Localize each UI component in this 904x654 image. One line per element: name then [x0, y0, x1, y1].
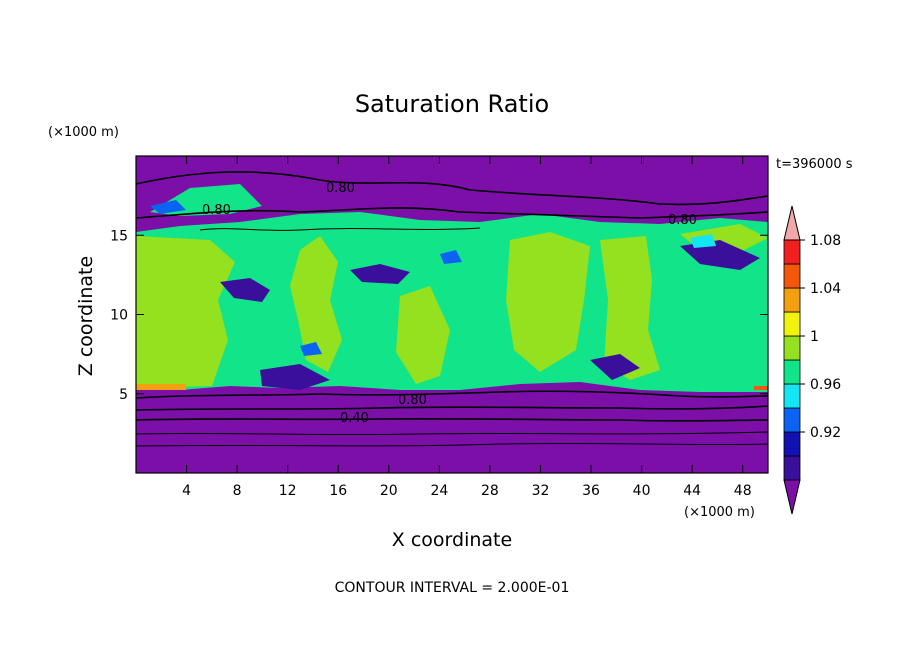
region-edge-high-right	[754, 386, 768, 390]
x-tick-label: 4	[182, 483, 191, 499]
colorbar-segment	[783, 383, 801, 409]
region-left-super	[136, 236, 235, 388]
colorbar-label: 1.08	[810, 233, 841, 249]
y-tick-label: 5	[119, 387, 128, 403]
region-upper-moist-band	[136, 212, 768, 392]
colorbar-label: 1	[810, 329, 819, 345]
colorbar-segment	[783, 455, 801, 481]
x-tick-label: 24	[430, 483, 448, 499]
contour-label: 0.80	[398, 393, 427, 408]
region-blue-patch-a	[150, 200, 186, 214]
x-tick-label: 12	[279, 483, 297, 499]
region-cyan-patch	[690, 234, 716, 248]
colorbar-label: 0.92	[810, 425, 841, 441]
x-tick-label: 28	[481, 483, 499, 499]
colorbar-segment	[783, 335, 801, 361]
contour-label: 0.80	[326, 181, 355, 196]
y-tick-label: 10	[110, 308, 128, 324]
region-mid-deficit-c	[590, 354, 640, 380]
heatmap-area	[136, 156, 768, 473]
contour-label: 0.40	[340, 411, 369, 426]
colorbar-segment	[783, 407, 801, 433]
colorbar-segment	[783, 359, 801, 385]
x-tick-label: 8	[233, 483, 242, 499]
y-axis-label: Z coordinate	[75, 256, 97, 376]
x-axis-label: X coordinate	[392, 529, 512, 551]
region-blue-patch-b	[300, 342, 322, 356]
colorbar-segment	[783, 239, 801, 265]
contour-labels: 0.80 0.80 0.80 0.80 0.40	[202, 181, 697, 426]
x-tick-label: 32	[532, 483, 550, 499]
region-center-super-c	[506, 232, 590, 372]
contour-label: 0.80	[202, 203, 231, 218]
x-tick-label: 36	[582, 483, 600, 499]
colorbar-labels: 0.92 0.96 1 1.04 1.08	[800, 233, 841, 441]
x-tick-label: 20	[380, 483, 398, 499]
region-right-deficit	[680, 240, 760, 270]
time-label: t=396000 s	[776, 157, 853, 172]
colorbar-high-arrow	[783, 205, 801, 241]
x-unit-label: (×1000 m)	[684, 505, 755, 520]
x-tick-label: 48	[734, 483, 752, 499]
region-blue-patch-c	[440, 250, 462, 264]
y-axis-ticks: 5 10 15	[110, 228, 768, 403]
region-mid-deficit-b	[260, 364, 330, 390]
region-right-super	[600, 236, 660, 380]
colorbar	[783, 205, 801, 515]
colorbar-segment	[783, 311, 801, 337]
x-tick-label: 40	[633, 483, 651, 499]
colorbar-segment	[783, 287, 801, 313]
colorbar-segment	[783, 431, 801, 457]
x-axis-ticks: 4 8 12 16 20 24 28 32 36 40 44 48	[182, 156, 752, 499]
y-tick-label: 15	[110, 228, 128, 244]
colorbar-segment	[783, 263, 801, 289]
colorbar-label: 1.04	[810, 281, 841, 297]
region-center-super-b	[396, 286, 450, 384]
contour-lines	[136, 171, 768, 447]
contour-interval-note: CONTOUR INTERVAL = 2.000E-01	[335, 580, 570, 596]
x-tick-label: 16	[329, 483, 347, 499]
region-edge-high-left	[136, 384, 186, 390]
colorbar-low-arrow	[783, 479, 801, 515]
contour-label: 0.80	[668, 213, 697, 228]
region-mid-deficit-a	[350, 264, 410, 284]
chart-title: Saturation Ratio	[355, 90, 549, 118]
region-center-super-a	[290, 236, 342, 372]
colorbar-label: 0.96	[810, 377, 841, 393]
y-unit-label: (×1000 m)	[48, 125, 119, 140]
region-left-deficit	[220, 278, 270, 302]
x-tick-label: 44	[683, 483, 701, 499]
